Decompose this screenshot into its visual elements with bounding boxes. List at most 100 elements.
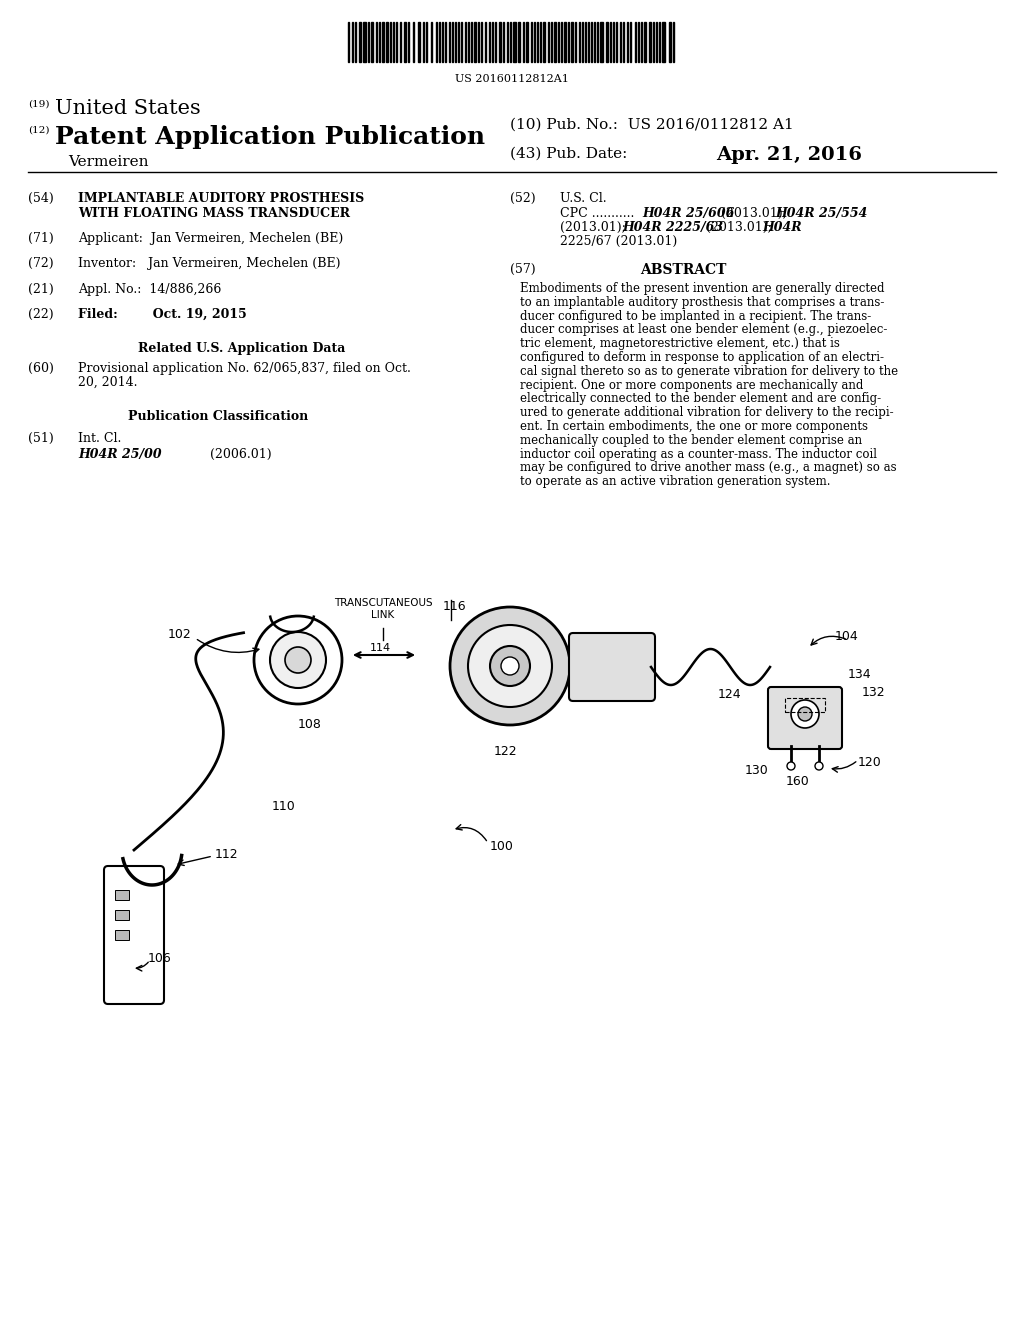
Circle shape [501, 657, 519, 675]
Text: (22): (22) [28, 308, 53, 321]
FancyBboxPatch shape [768, 686, 842, 748]
Text: 122: 122 [494, 744, 517, 758]
Text: (21): (21) [28, 282, 53, 296]
Text: ducer comprises at least one bender element (e.g., piezoelec-: ducer comprises at least one bender elem… [520, 323, 888, 337]
Ellipse shape [468, 624, 552, 708]
Bar [543, 22, 545, 62]
Text: Patent Application Publication: Patent Application Publication [55, 125, 485, 149]
Text: H04R 2225/63: H04R 2225/63 [622, 220, 723, 234]
Bar [513, 22, 516, 62]
Circle shape [791, 700, 819, 729]
Text: Provisional application No. 62/065,837, filed on Oct.: Provisional application No. 62/065,837, … [78, 362, 411, 375]
FancyBboxPatch shape [569, 634, 655, 701]
Text: (19): (19) [28, 100, 49, 110]
Bar [418, 22, 420, 62]
Bar [785, 698, 825, 711]
Text: ducer configured to be implanted in a recipient. The trans-: ducer configured to be implanted in a re… [520, 310, 871, 322]
Text: to an implantable auditory prosthesis that comprises a trans-: to an implantable auditory prosthesis th… [520, 296, 885, 309]
Bar [571, 22, 573, 62]
Bar [600, 22, 603, 62]
Text: 106: 106 [148, 952, 172, 965]
Text: 132: 132 [862, 686, 886, 700]
Text: (2013.01);: (2013.01); [717, 207, 791, 220]
Bar [669, 22, 671, 62]
Ellipse shape [450, 607, 570, 725]
Text: IMPLANTABLE AUDITORY PROSTHESIS: IMPLANTABLE AUDITORY PROSTHESIS [78, 191, 365, 205]
Text: Vermeiren: Vermeiren [68, 154, 148, 169]
Bar [404, 22, 406, 62]
Bar [526, 22, 528, 62]
Circle shape [798, 708, 812, 721]
Text: 116: 116 [443, 601, 467, 612]
Text: (2013.01);: (2013.01); [702, 220, 776, 234]
Text: ABSTRACT: ABSTRACT [640, 263, 726, 277]
Text: 120: 120 [858, 756, 882, 770]
Text: 114: 114 [370, 643, 391, 653]
Bar [474, 22, 476, 62]
Bar [115, 931, 129, 940]
Bar [649, 22, 651, 62]
Circle shape [490, 645, 530, 686]
Text: U.S. Cl.: U.S. Cl. [560, 191, 606, 205]
Text: 104: 104 [835, 630, 859, 643]
Text: US 20160112812A1: US 20160112812A1 [455, 74, 569, 84]
Text: (57): (57) [510, 263, 536, 276]
Text: Related U.S. Application Data: Related U.S. Application Data [138, 342, 345, 355]
Text: H04R 25/00: H04R 25/00 [78, 447, 162, 461]
Text: Filed:        Oct. 19, 2015: Filed: Oct. 19, 2015 [78, 308, 247, 321]
Text: (72): (72) [28, 257, 53, 271]
Bar [662, 22, 665, 62]
Text: 102: 102 [168, 628, 191, 642]
Text: United States: United States [55, 99, 201, 117]
Text: (2013.01);: (2013.01); [560, 220, 630, 234]
Bar [518, 22, 520, 62]
Circle shape [285, 647, 311, 673]
Circle shape [254, 616, 342, 704]
Text: (71): (71) [28, 232, 53, 246]
Text: Appl. No.:  14/886,266: Appl. No.: 14/886,266 [78, 282, 221, 296]
Bar [386, 22, 388, 62]
Text: CPC ...........: CPC ........... [560, 207, 638, 220]
Circle shape [815, 762, 823, 770]
Text: H04R 25/554: H04R 25/554 [775, 207, 867, 220]
Text: Publication Classification: Publication Classification [128, 411, 308, 422]
FancyBboxPatch shape [104, 866, 164, 1005]
Text: H04R 25/606: H04R 25/606 [642, 207, 734, 220]
Text: 2225/67 (2013.01): 2225/67 (2013.01) [560, 235, 677, 248]
Text: Inventor:   Jan Vermeiren, Mechelen (BE): Inventor: Jan Vermeiren, Mechelen (BE) [78, 257, 341, 271]
Bar [499, 22, 501, 62]
Text: may be configured to drive another mass (e.g., a magnet) so as: may be configured to drive another mass … [520, 462, 897, 474]
Bar [115, 909, 129, 920]
Circle shape [270, 632, 326, 688]
Text: 110: 110 [272, 800, 296, 813]
Text: (52): (52) [510, 191, 536, 205]
Text: cal signal thereto so as to generate vibration for delivery to the: cal signal thereto so as to generate vib… [520, 364, 898, 378]
Text: configured to deform in response to application of an electri-: configured to deform in response to appl… [520, 351, 884, 364]
Text: Embodiments of the present invention are generally directed: Embodiments of the present invention are… [520, 282, 885, 294]
Text: (54): (54) [28, 191, 53, 205]
Text: 130: 130 [745, 764, 769, 777]
Text: TRANSCUTANEOUS
LINK: TRANSCUTANEOUS LINK [334, 598, 432, 619]
Text: (51): (51) [28, 432, 53, 445]
Text: 20, 2014.: 20, 2014. [78, 376, 137, 389]
Text: (43) Pub. Date:: (43) Pub. Date: [510, 147, 628, 161]
Text: 124: 124 [718, 688, 741, 701]
Text: ent. In certain embodiments, the one or more components: ent. In certain embodiments, the one or … [520, 420, 868, 433]
Text: electrically connected to the bender element and are config-: electrically connected to the bender ele… [520, 392, 881, 405]
Text: to operate as an active vibration generation system.: to operate as an active vibration genera… [520, 475, 830, 488]
Text: (2006.01): (2006.01) [198, 447, 271, 461]
Text: WITH FLOATING MASS TRANSDUCER: WITH FLOATING MASS TRANSDUCER [78, 207, 350, 220]
Bar [382, 22, 384, 62]
Text: tric element, magnetorestrictive element, etc.) that is: tric element, magnetorestrictive element… [520, 337, 840, 350]
Text: 108: 108 [298, 718, 322, 731]
Bar [359, 22, 361, 62]
Text: (12): (12) [28, 125, 49, 135]
Text: 112: 112 [215, 847, 239, 861]
Text: Applicant:  Jan Vermeiren, Mechelen (BE): Applicant: Jan Vermeiren, Mechelen (BE) [78, 232, 343, 246]
Circle shape [787, 762, 795, 770]
Text: 160: 160 [786, 775, 810, 788]
Text: (10) Pub. No.:  US 2016/0112812 A1: (10) Pub. No.: US 2016/0112812 A1 [510, 117, 794, 132]
Text: mechanically coupled to the bender element comprise an: mechanically coupled to the bender eleme… [520, 434, 862, 446]
Bar [564, 22, 566, 62]
Text: 100: 100 [490, 840, 514, 853]
